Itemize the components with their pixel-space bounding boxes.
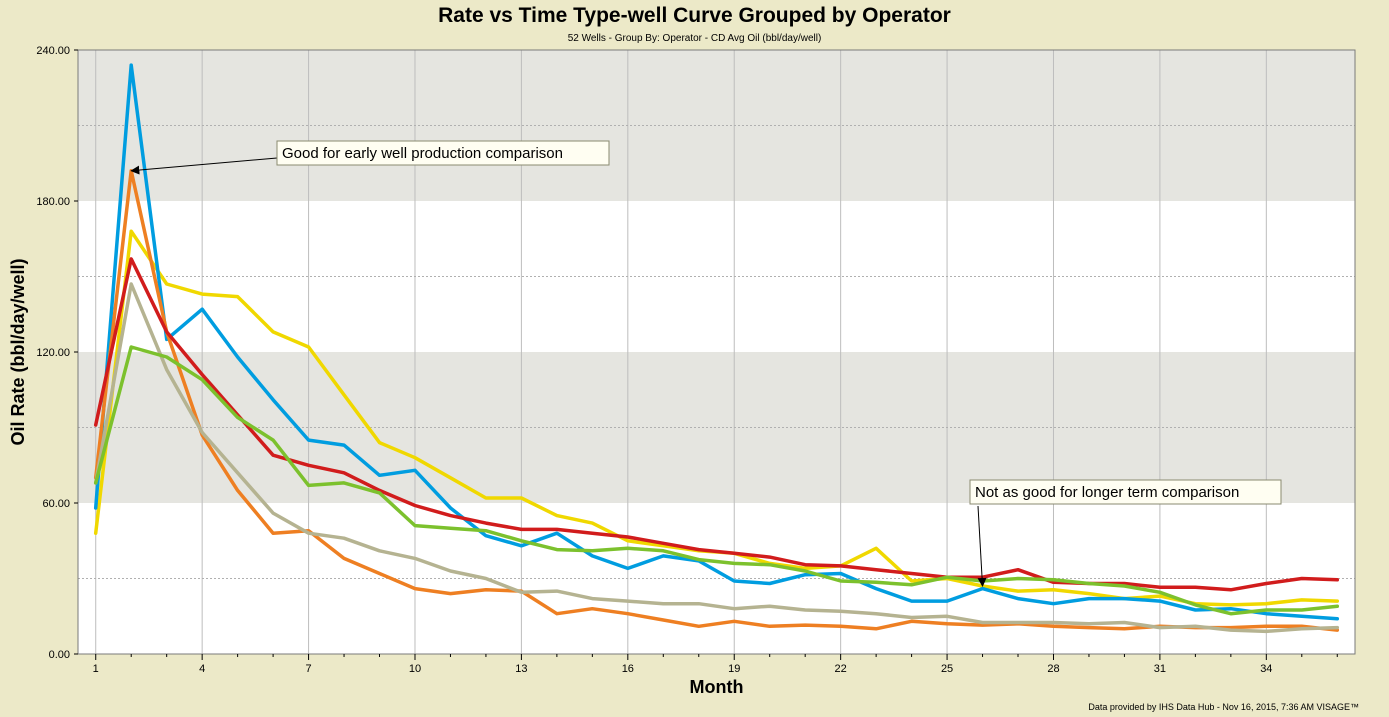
annotation-box (969, 479, 1282, 505)
x-tick-label: 10 (409, 663, 421, 675)
x-tick-label: 1 (93, 663, 99, 675)
y-axis-title: Oil Rate (bbl/day/well) (8, 258, 28, 445)
x-tick-label: 28 (1047, 663, 1059, 675)
series-line-4 (93, 282, 1340, 634)
chart-title: Rate vs Time Type-well Curve Grouped by … (438, 4, 951, 27)
grid-lines (78, 50, 1355, 654)
y-tick-label: 240.00 (36, 45, 70, 57)
series-line-5 (93, 257, 1340, 592)
y-tick-label: 0.00 (49, 649, 70, 661)
series-lines (93, 63, 1340, 634)
x-tick-label: 19 (728, 663, 740, 675)
y-axis: 0.00 60.00 120.00 180.00 240.00 (36, 45, 78, 661)
footer-credit: Data provided by IHS Data Hub - Nov 16, … (1088, 702, 1359, 712)
annotation-box (276, 140, 610, 166)
x-tick-label: 25 (941, 663, 953, 675)
annotation-arrow (977, 505, 987, 587)
y-tick-label: 60.00 (42, 498, 70, 510)
series-line-6 (93, 345, 1340, 616)
series-line-2 (93, 63, 1340, 621)
x-tick-label: 4 (199, 663, 205, 675)
y-tick-label: 120.00 (36, 347, 70, 359)
annotation-label: Not as good for longer term comparison (975, 484, 1239, 501)
chart-subtitle: 52 Wells - Group By: Operator - CD Avg O… (567, 33, 822, 44)
x-tick-label: 13 (515, 663, 527, 675)
x-tick-label: 7 (306, 663, 312, 675)
x-tick-label: 16 (622, 663, 634, 675)
x-tick-label: 22 (835, 663, 847, 675)
x-axis: 1 4 7 10 13 16 19 22 25 28 31 34 (93, 654, 1338, 675)
y-tick-label: 180.00 (36, 196, 70, 208)
x-tick-label: 34 (1260, 663, 1272, 675)
x-axis-title: Month (690, 677, 744, 697)
annotation-label: Good for early well production compariso… (282, 145, 563, 162)
x-tick-label: 31 (1154, 663, 1166, 675)
annotation-arrow (130, 157, 278, 175)
annotations: Good for early well production compariso… (130, 140, 1282, 587)
plot-bands (78, 50, 1355, 654)
